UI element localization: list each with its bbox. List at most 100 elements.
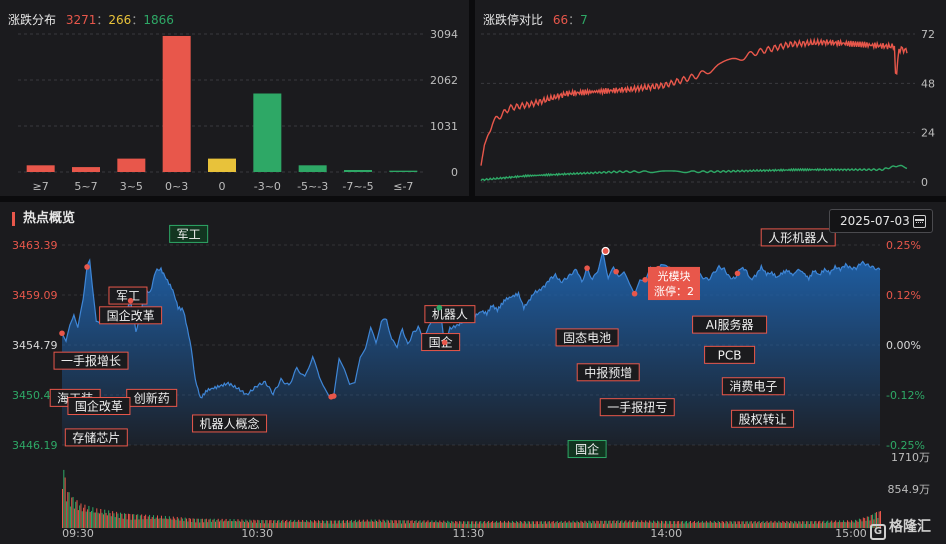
volume-bar [335, 520, 337, 528]
volume-bar [682, 520, 684, 528]
volume-bar [317, 520, 319, 528]
volume-bar [151, 517, 153, 528]
volume-bar [145, 514, 147, 528]
volume-bar [146, 519, 148, 528]
volume-bar [184, 517, 186, 528]
volume-bar [518, 523, 520, 528]
volume-bar [803, 521, 805, 528]
volume-bar [376, 520, 378, 528]
volume-bar [226, 521, 228, 528]
volume-bar [80, 503, 82, 528]
volume-bar [134, 519, 136, 528]
volume-bar [569, 522, 571, 528]
volume-bar [361, 521, 363, 528]
volume-bar [217, 518, 219, 528]
volume-bar [657, 520, 659, 528]
volume-bar [261, 520, 263, 528]
volume-bar [302, 519, 304, 528]
volume-bar [864, 518, 866, 528]
volume-bar [478, 521, 480, 528]
volume-bar [729, 521, 731, 528]
volume-bar [393, 523, 395, 528]
volume-bar [401, 523, 403, 528]
volume-bar [245, 519, 247, 528]
volume-bar [703, 522, 705, 528]
volume-bar [577, 522, 579, 528]
volume-bar [369, 521, 371, 528]
volume-bar [771, 522, 773, 528]
volume-bar [188, 518, 190, 528]
x-tick-label: 0 [219, 180, 226, 193]
volume-bar [498, 522, 500, 528]
volume-bar [106, 515, 108, 528]
volume-bar [781, 522, 783, 528]
volume-bar [554, 523, 556, 528]
volume-bar [333, 520, 335, 528]
volume-bar [171, 519, 173, 528]
volume-bar [811, 521, 813, 528]
volume-bar [449, 523, 451, 528]
volume-bar [687, 523, 689, 528]
volume-bar [68, 492, 70, 528]
volume-bar [876, 512, 878, 528]
volume-bar [374, 519, 376, 528]
volume-bar [344, 522, 346, 528]
volume-bar [472, 521, 474, 528]
volume-bar [124, 513, 126, 528]
volume-bar [73, 508, 75, 528]
volume-bar [308, 522, 310, 528]
volume-bar [628, 521, 630, 528]
bar [162, 35, 191, 172]
volume-bar [730, 521, 732, 528]
volume-bar [786, 520, 788, 528]
volume-bar [697, 520, 699, 528]
hot-label-box [99, 306, 163, 325]
volume-bar [769, 522, 771, 528]
volume-bar [312, 522, 314, 528]
volume-bar [196, 518, 198, 528]
volume-bar [259, 523, 261, 528]
volume-bar [180, 517, 182, 528]
volume-bar [296, 521, 298, 528]
calendar-icon[interactable] [913, 215, 926, 228]
volume-bar [812, 523, 814, 528]
volume-bar [815, 520, 817, 528]
volume-bar [748, 523, 750, 528]
volume-bar [125, 513, 127, 528]
volume-bar [584, 520, 586, 528]
volume-bar [800, 523, 802, 528]
volume-bar [154, 518, 156, 528]
volume-bar [733, 521, 735, 528]
volume-bar [523, 521, 525, 528]
volume-bar [724, 523, 726, 528]
volume-bar [655, 523, 657, 528]
volume-bar [563, 522, 565, 528]
volume-bar [767, 522, 769, 528]
volume-bar [69, 506, 71, 528]
volume-bar [203, 522, 205, 528]
volume-bar [686, 520, 688, 528]
volume-bar [527, 521, 529, 528]
volume-bar [849, 522, 851, 528]
volume-bar [273, 520, 275, 528]
volume-bar [817, 521, 819, 528]
volume-bar [300, 521, 302, 528]
volume-bar [139, 515, 141, 528]
volume-bar [368, 521, 370, 528]
volume-bar [474, 521, 476, 528]
volume-bar [274, 519, 276, 528]
volume-bar [493, 522, 495, 528]
hot-label-box [721, 377, 785, 396]
volume-bar [325, 520, 327, 528]
volume-bar [294, 519, 296, 528]
hot-marker-dot [613, 268, 619, 275]
volume-bar [660, 520, 662, 528]
volume-bar [587, 523, 589, 528]
hot-label: 军工 [177, 227, 201, 241]
volume-bar [605, 520, 607, 528]
volume-bar [215, 521, 217, 528]
hot-marker-dot [642, 276, 648, 283]
date-picker[interactable]: 2025-07-03 [829, 209, 933, 233]
volume-bar [64, 477, 66, 528]
volume-bar [438, 522, 440, 528]
